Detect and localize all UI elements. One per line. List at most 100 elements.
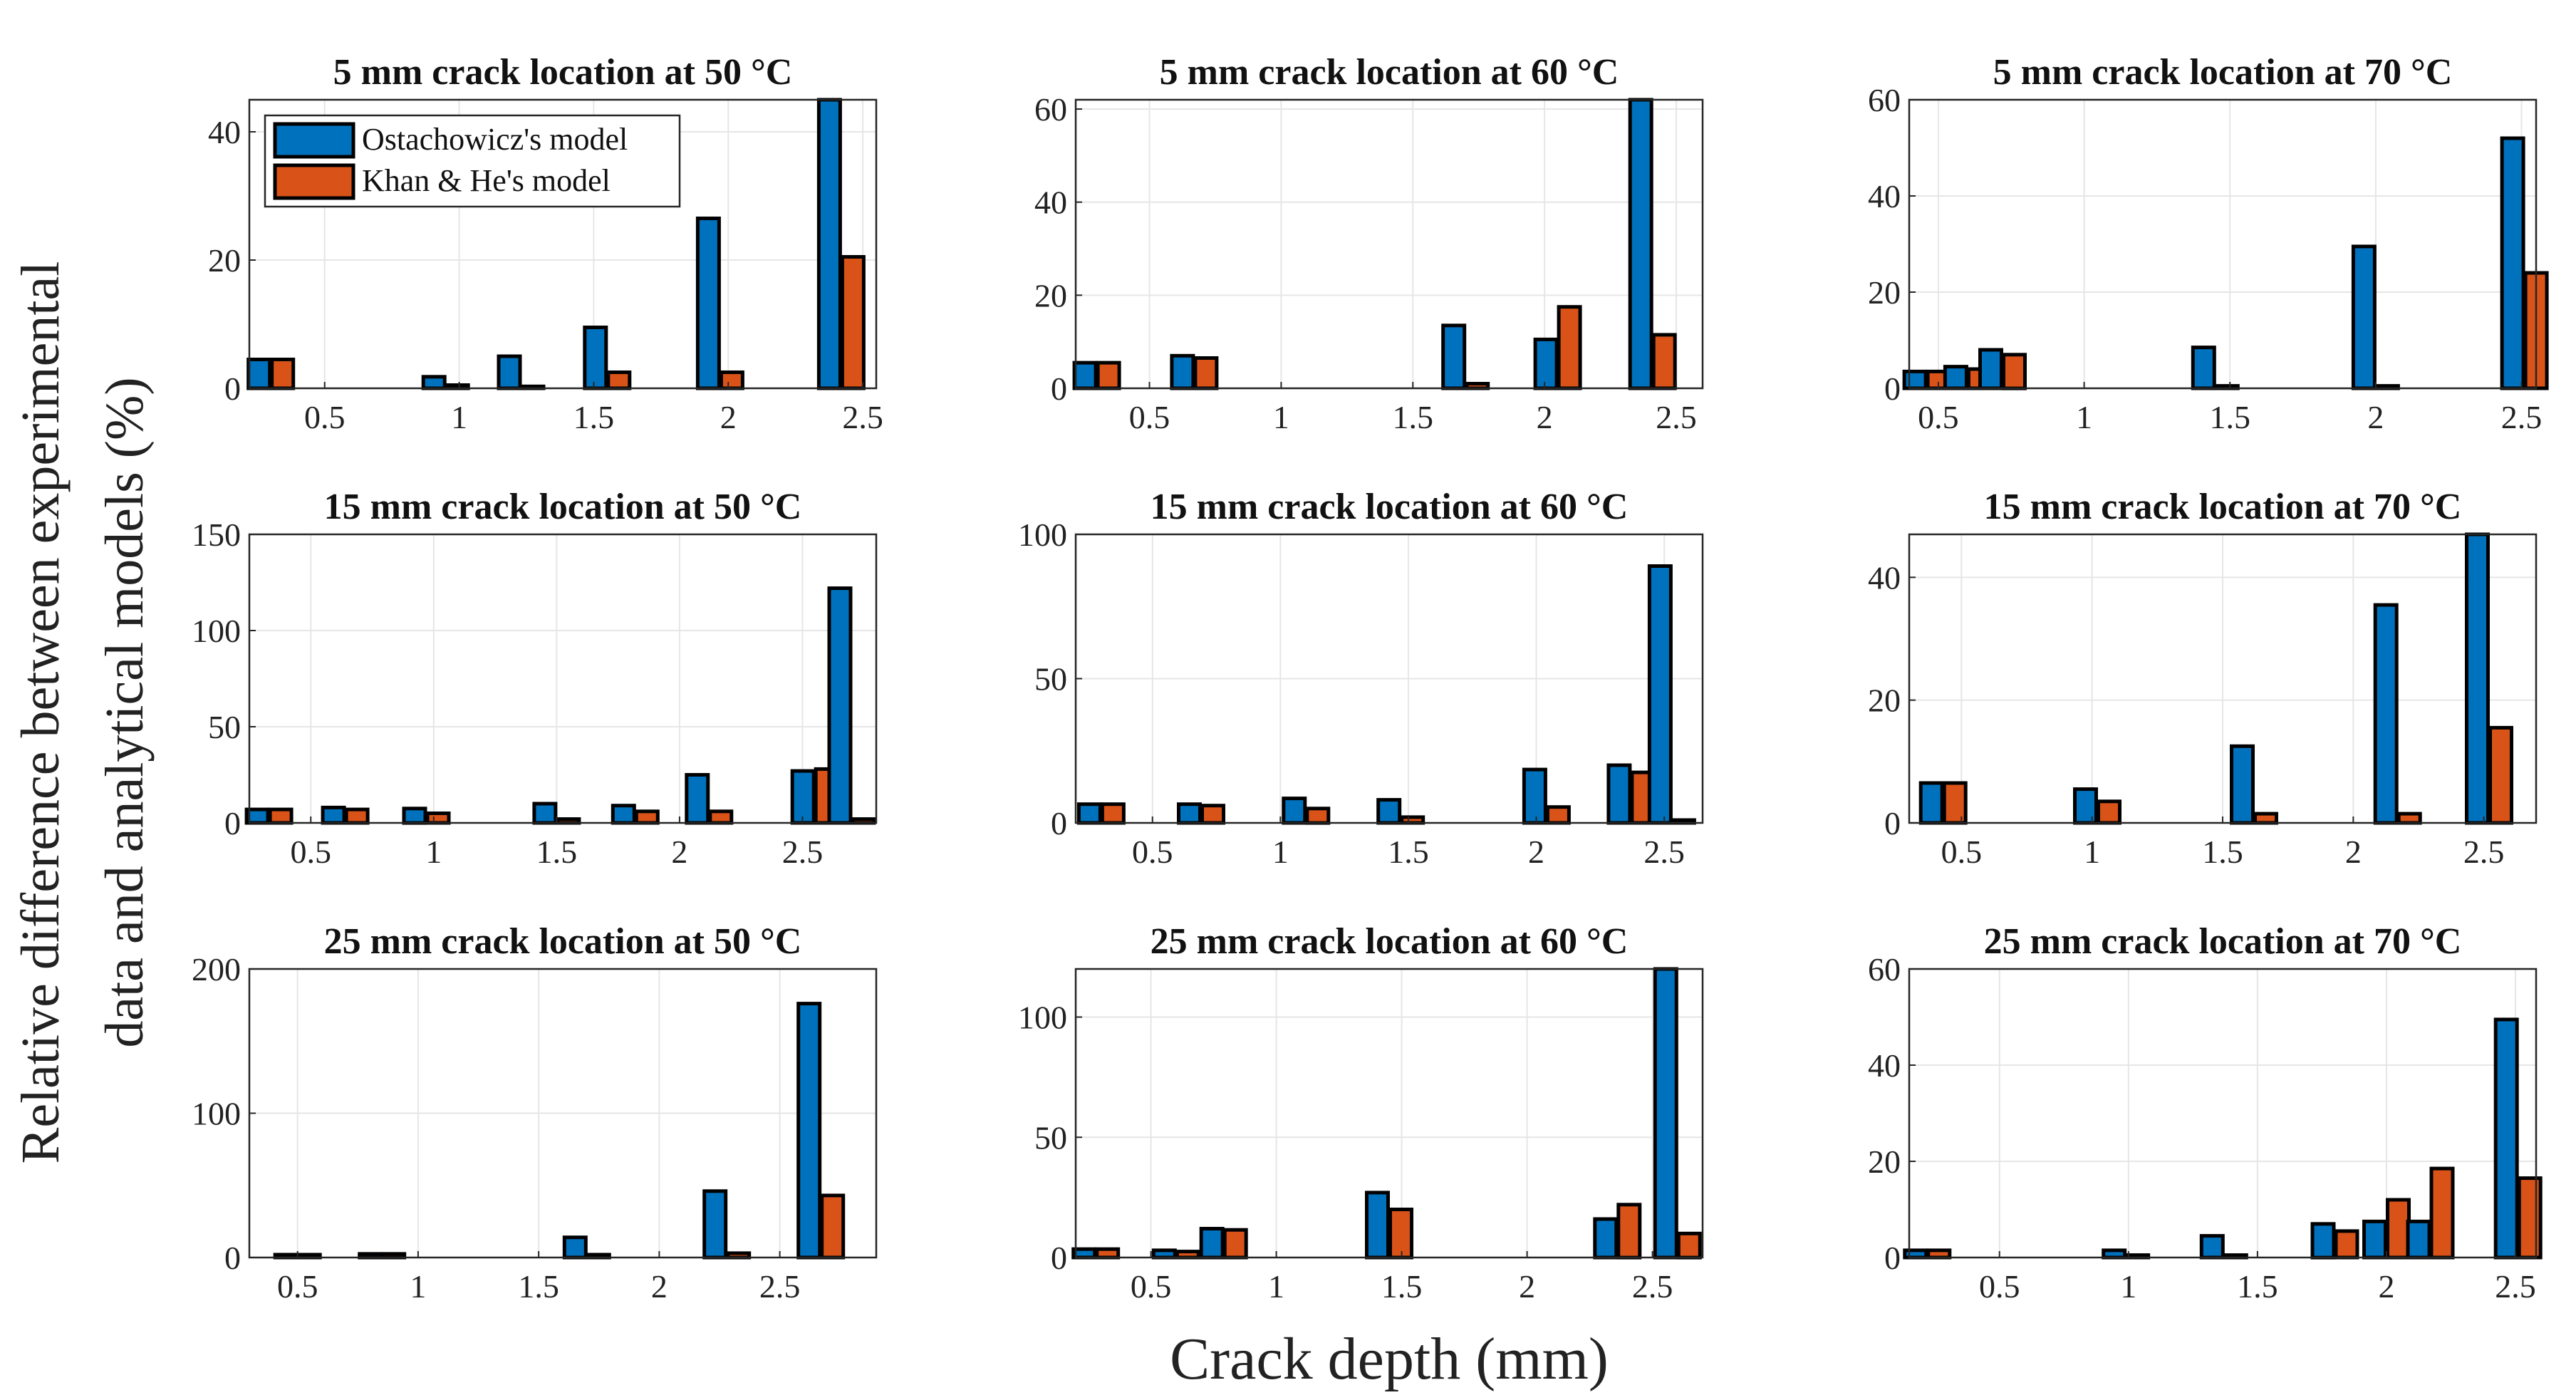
x-tick-label: 2.5 [759,1268,801,1305]
bar-khan-he [1096,361,1121,390]
bar-khan-he [425,812,451,825]
bar-ostachowicz [2351,244,2377,390]
x-tick-label: 0.5 [1941,834,1983,870]
bar-khan-he [1942,781,1968,825]
axes-box [1074,968,1704,1259]
y-tick-label: 0 [224,370,241,407]
bar-ostachowicz [685,773,710,825]
bar-ostachowicz [790,769,816,825]
x-tick-label: 2.5 [2495,1268,2536,1305]
x-tick-label: 2.5 [1656,399,1697,435]
bar-ostachowicz [2073,787,2098,825]
bar-ostachowicz [1151,1248,1177,1260]
y-tick-label: 20 [1868,274,1901,311]
bar-ostachowicz [1365,1191,1390,1260]
bar-khan-he [820,1193,846,1260]
bar-khan-he [1651,333,1677,390]
bar-ostachowicz [1902,369,1928,390]
plot-area [1909,100,2536,388]
bar-ostachowicz [1282,797,1307,825]
bar-ostachowicz [2310,1222,2336,1260]
y-tick-label: 20 [1868,1144,1901,1180]
x-tick-label: 1.5 [2202,834,2243,870]
y-axis-label-line2: data and analytical models (%) [95,377,155,1047]
subplot-title: 15 mm crack location at 60 °C [1151,487,1629,527]
x-tick-label: 2.5 [2501,399,2543,435]
x-tick-label: 0.5 [277,1268,318,1305]
x-tick-label: 0.5 [1918,399,1959,435]
y-tick-label: 0 [1051,1240,1067,1276]
bar-khan-he [1222,1228,1248,1260]
bar-ostachowicz [562,1235,588,1260]
y-tick-label: 50 [208,709,241,745]
legend-label-khan-he: Khan & He's model [362,163,611,198]
axes-box [248,98,878,390]
y-tick-label: 40 [208,114,241,150]
subplot-2: 0.5 1 1.5 2 2.5 0 20 40 60 5 mm crack location at… [1034,52,1704,435]
legend: Ostachowicz's model Khan & He's model [264,114,681,208]
legend-swatch-khan-he [273,163,355,200]
bar-khan-he [840,255,866,390]
bar-khan-he [1676,1231,1702,1260]
bar-khan-he [708,809,734,825]
bar-khan-he [1388,1208,1413,1260]
x-axis-label: Crack depth (mm) [1170,1326,1609,1392]
bar-ostachowicz [2465,532,2490,825]
bar-khan-he [2429,1166,2455,1260]
y-tick-label: 50 [1034,1119,1067,1156]
subplot-title: 15 mm crack location at 70 °C [1984,487,2462,527]
x-tick-label: 1.5 [518,1268,559,1305]
x-tick-label: 1 [1268,1268,1284,1305]
bar-khan-he [1175,1250,1200,1260]
y-tick-label: 0 [1884,1240,1901,1276]
bar-khan-he [719,370,744,390]
bar-khan-he [2002,353,2027,390]
x-tick-label: 2.5 [1632,1268,1673,1305]
bar-ostachowicz [2500,136,2525,390]
legend-label-ostachowicz: Ostachowicz's model [362,122,628,157]
bar-ostachowicz [1441,323,1467,390]
y-tick-label: 60 [1868,951,1901,987]
subplot-3: 0.5 1 1.5 2 2.5 0 20 40 60 5 mm crack location at… [1868,52,2549,435]
bar-ostachowicz [2406,1219,2431,1260]
subplot-title: 15 mm crack location at 50 °C [324,487,802,527]
x-tick-label: 2 [720,399,737,435]
bar-ostachowicz [1199,1227,1225,1260]
y-tick-label: 40 [1868,559,1901,596]
x-tick-label: 1 [2084,834,2100,870]
x-tick-label: 2.5 [842,399,883,435]
x-tick-label: 2 [2345,834,2362,870]
y-tick-label: 200 [192,951,241,987]
bar-ostachowicz [611,804,636,825]
bar-khan-he [1200,804,1225,825]
bar-khan-he [344,807,370,825]
x-tick-label: 0.5 [1132,834,1173,870]
bar-ostachowicz [1533,337,1559,390]
bar-ostachowicz [1522,767,1547,825]
bar-ostachowicz [1978,348,2003,390]
bar-ostachowicz [2493,1017,2519,1260]
x-tick-label: 0.5 [1131,1268,1172,1305]
x-tick-label: 1.5 [573,399,615,435]
axes-box [1908,98,2538,390]
subplot-title: 5 mm crack location at 70 °C [1993,52,2453,93]
y-tick-label: 100 [1018,517,1067,553]
bar-ostachowicz [402,807,427,825]
bar-ostachowicz [1943,365,1968,390]
bar-khan-he [2253,812,2278,825]
bar-ostachowicz [2373,603,2399,825]
x-tick-label: 1 [1273,399,1289,435]
y-tick-label: 60 [1868,82,1901,118]
bar-khan-he [2097,799,2121,825]
bar-khan-he [1095,1247,1121,1260]
x-tick-label: 1 [2076,399,2092,435]
y-tick-label: 0 [1884,805,1901,841]
bar-ostachowicz [1593,1217,1619,1260]
bar-ostachowicz [421,375,447,390]
x-tick-label: 2 [1528,834,1544,870]
bar-ostachowicz [246,358,272,390]
axes-box [1074,98,1704,390]
bar-khan-he [1557,305,1582,390]
